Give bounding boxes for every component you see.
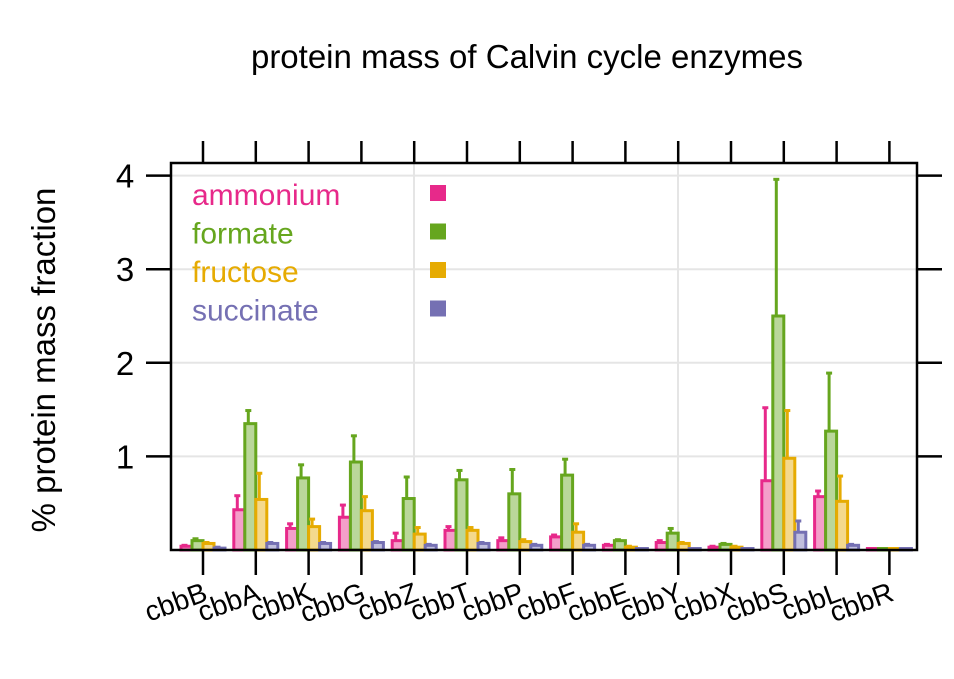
- bar-fructose-cbbS: [782, 456, 797, 552]
- bar-formate-cbbA: [243, 422, 258, 552]
- bar-formate-cbbZ: [401, 497, 416, 552]
- bar-ammonium-cbbZ: [390, 539, 405, 552]
- bar-fructose-cbbT: [465, 528, 480, 552]
- bar-ammonium-cbbT: [443, 528, 458, 552]
- legend-swatch-succinate: [430, 300, 446, 317]
- bar-fructose-cbbP: [518, 540, 533, 552]
- y-tick-label: 1: [116, 438, 134, 475]
- bar-fructose-cbbA: [254, 497, 269, 552]
- bar-succinate-cbbS: [793, 530, 808, 552]
- bar-fructose-cbbF: [571, 530, 586, 552]
- bar-formate-cbbF: [560, 473, 575, 552]
- legend-label-succinate: succinate: [192, 295, 319, 328]
- bar-fructose-cbbG: [359, 509, 374, 552]
- legend-swatch-fructose: [430, 262, 446, 278]
- bar-formate-cbbY: [665, 531, 680, 552]
- bar-ammonium-cbbG: [337, 515, 352, 552]
- legend-swatch-formate: [430, 223, 446, 240]
- bar-ammonium-cbbL: [813, 495, 828, 552]
- bar-fructose-cbbL: [835, 499, 850, 552]
- bar-formate-cbbP: [507, 492, 522, 552]
- bar-ammonium-cbbK: [285, 526, 300, 552]
- bar-ammonium-cbbA: [232, 508, 247, 552]
- bar-formate-cbbG: [348, 460, 363, 552]
- y-tick-label: 3: [116, 251, 134, 288]
- legend: ammonium formate fructose succinate: [192, 179, 446, 328]
- legend-swatch-ammonium: [430, 185, 446, 201]
- y-tick-label: 2: [116, 345, 134, 382]
- bar-fructose-cbbK: [307, 525, 322, 552]
- bar-formate-cbbS: [771, 314, 786, 552]
- grid-lines: [171, 163, 917, 550]
- bar-ammonium-cbbF: [549, 535, 564, 552]
- chart-title: protein mass of Calvin cycle enzymes: [251, 38, 803, 75]
- bar-formate-cbbB: [190, 539, 205, 552]
- legend-label-formate: formate: [192, 218, 294, 251]
- bar-formate-cbbT: [454, 478, 469, 552]
- bar-ammonium-cbbP: [496, 539, 511, 552]
- bar-formate-cbbK: [296, 476, 311, 552]
- bar-ammonium-cbbS: [760, 479, 775, 552]
- bar-fructose-cbbZ: [412, 532, 427, 552]
- bar-formate-cbbL: [824, 429, 839, 552]
- legend-label-ammonium: ammonium: [192, 179, 340, 212]
- y-axis-label: % protein mass fraction: [25, 188, 62, 533]
- bar-formate-cbbE: [612, 539, 627, 552]
- plot-frame: [169, 161, 919, 552]
- legend-label-fructose: fructose: [192, 256, 299, 289]
- y-tick-label: 4: [116, 158, 134, 195]
